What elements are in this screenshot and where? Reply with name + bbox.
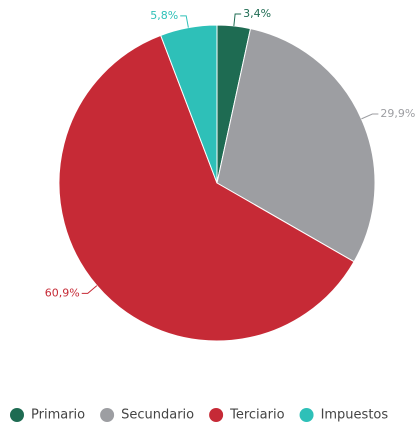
legend-marker [299,408,314,422]
leader-line [81,285,98,294]
legend-label: Secundario [121,408,194,423]
data-label: 3,4% [243,7,271,20]
leader-line [233,13,242,26]
data-label: 60,9% [45,286,80,299]
legend-marker [10,408,24,422]
legend-marker [209,408,224,422]
pie-slice [216,27,376,263]
leader-line [361,113,379,120]
legend-label: Impuestos [321,408,389,423]
legend-label: Primario [31,408,85,423]
legend-label: Terciario [229,408,284,423]
leader-line [180,15,189,28]
data-label: 5,8% [150,9,178,22]
data-label: 29,9% [380,107,415,120]
legend-marker [100,408,115,422]
